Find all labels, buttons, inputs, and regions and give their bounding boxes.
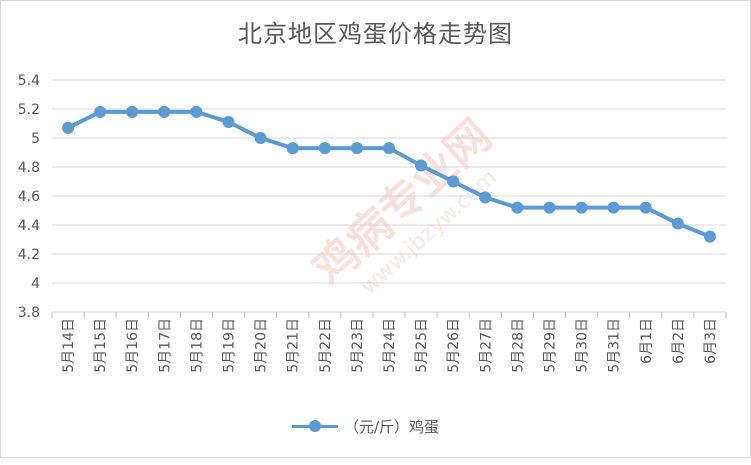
x-tick-label: 5月14日 [61, 318, 77, 373]
data-point [158, 105, 171, 118]
data-point [350, 142, 363, 155]
x-tick-label: 5月23日 [350, 318, 366, 373]
x-tick-label: 5月30日 [575, 318, 591, 373]
data-point [543, 201, 556, 214]
series-line [66, 109, 712, 239]
y-tick-label: 3.8 [18, 305, 40, 321]
data-point [607, 201, 620, 214]
x-tick-label: 5月27日 [478, 318, 494, 373]
data-point [222, 116, 235, 129]
data-point [575, 201, 588, 214]
x-tick-label: 5月28日 [510, 318, 526, 373]
data-point [511, 201, 524, 214]
data-point [415, 159, 428, 172]
y-tick-label: 4.8 [18, 160, 40, 176]
data-point [703, 230, 716, 243]
x-tick-label: 5月19日 [222, 318, 238, 373]
x-tick-label: 5月20日 [254, 318, 270, 373]
legend-label: （元/斤）鸡蛋 [344, 417, 440, 436]
y-tick-label: 4.2 [18, 247, 40, 263]
y-tick-label: 5.2 [18, 102, 40, 118]
data-point [94, 105, 107, 118]
x-tick-label: 5月24日 [382, 318, 398, 373]
x-tick-label: 5月21日 [286, 318, 302, 373]
data-point [639, 201, 652, 214]
x-tick-label: 6月3日 [703, 318, 719, 364]
chart-title: 北京地区鸡蛋价格走势图 [238, 20, 513, 48]
data-point [671, 217, 684, 230]
x-tick-label: 5月26日 [446, 318, 462, 373]
data-point [254, 132, 267, 144]
y-tick-label: 4.4 [18, 218, 40, 234]
x-tick-label: 5月22日 [318, 318, 334, 373]
legend: （元/斤）鸡蛋 [292, 414, 439, 438]
legend-line-marker [292, 418, 338, 434]
x-tick-label: 5月15日 [93, 318, 109, 373]
y-tick-label: 5 [31, 131, 40, 147]
x-tick-label: 6月2日 [671, 318, 687, 364]
data-point [447, 175, 460, 188]
x-tick-label: 5月29日 [542, 318, 558, 373]
x-tick-label: 5月31日 [607, 318, 623, 373]
x-tick-label: 6月1日 [639, 318, 655, 364]
x-tick-label: 5月17日 [157, 318, 173, 373]
data-point [62, 121, 75, 134]
data-point [190, 105, 203, 118]
data-point [126, 105, 139, 118]
data-point [479, 191, 492, 204]
data-point [318, 142, 331, 155]
x-tick-label: 5月25日 [414, 318, 430, 373]
y-tick-label: 4.6 [18, 189, 40, 205]
x-tick-label: 5月18日 [189, 318, 205, 373]
x-tick-label: 5月16日 [125, 318, 141, 373]
data-point [383, 142, 395, 155]
y-tick-label: 5.4 [18, 73, 40, 89]
y-tick-label: 4 [31, 276, 40, 292]
data-point [286, 142, 299, 155]
